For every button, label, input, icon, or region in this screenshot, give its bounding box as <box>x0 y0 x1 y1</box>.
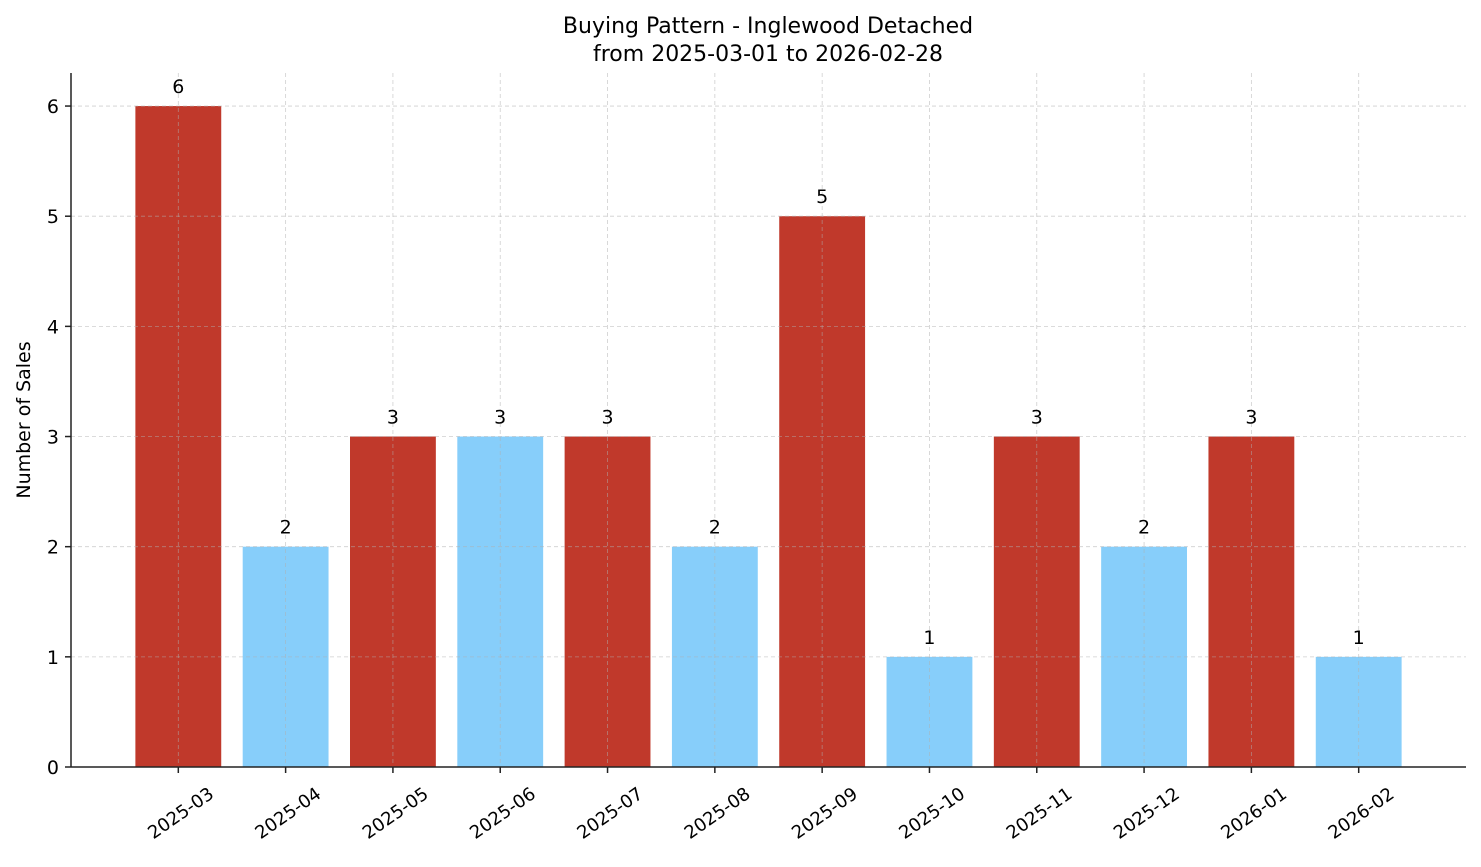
y-tick-label: 0 <box>47 757 59 779</box>
x-tick-label: 2025-05 <box>359 783 433 843</box>
y-tick-label: 2 <box>47 537 59 559</box>
x-tick-label: 2025-11 <box>1003 783 1077 843</box>
data-label-2025-11: 3 <box>1031 407 1043 429</box>
data-label-2025-09: 5 <box>816 186 828 208</box>
y-tick-label: 6 <box>47 96 59 118</box>
data-label-2026-01: 3 <box>1245 407 1257 429</box>
data-label-2025-06: 3 <box>494 407 506 429</box>
x-tick-label: 2025-07 <box>573 783 647 843</box>
y-tick-label: 4 <box>47 316 59 338</box>
data-label-2025-12: 2 <box>1138 517 1150 539</box>
x-tick-label: 2026-01 <box>1217 783 1291 843</box>
data-label-2025-08: 2 <box>709 517 721 539</box>
y-tick-label: 1 <box>47 647 59 669</box>
x-tick-label: 2025-08 <box>681 783 755 843</box>
data-label-2025-05: 3 <box>387 407 399 429</box>
x-tick-label: 2025-12 <box>1110 783 1184 843</box>
x-tick-label: 2025-04 <box>251 783 325 843</box>
data-label-2025-10: 1 <box>923 627 935 649</box>
x-tick-label: 2026-02 <box>1325 783 1399 843</box>
x-tick-label: 2025-09 <box>788 783 862 843</box>
data-label-2025-07: 3 <box>601 407 613 429</box>
y-tick-label: 5 <box>47 206 59 228</box>
chart-subtitle: from 2025-03-01 to 2026-02-28 <box>593 42 943 67</box>
y-axis-label: Number of Sales <box>13 341 35 498</box>
x-tick-label: 2025-10 <box>895 783 969 843</box>
y-tick-label: 3 <box>47 427 59 449</box>
data-label-2025-04: 2 <box>280 517 292 539</box>
data-label-2025-03: 6 <box>172 76 184 98</box>
chart-title: Buying Pattern - Inglewood Detached <box>563 14 973 39</box>
x-tick-label: 2025-06 <box>466 783 540 843</box>
x-tick-label: 2025-03 <box>144 783 218 843</box>
data-label-2026-02: 1 <box>1353 627 1365 649</box>
